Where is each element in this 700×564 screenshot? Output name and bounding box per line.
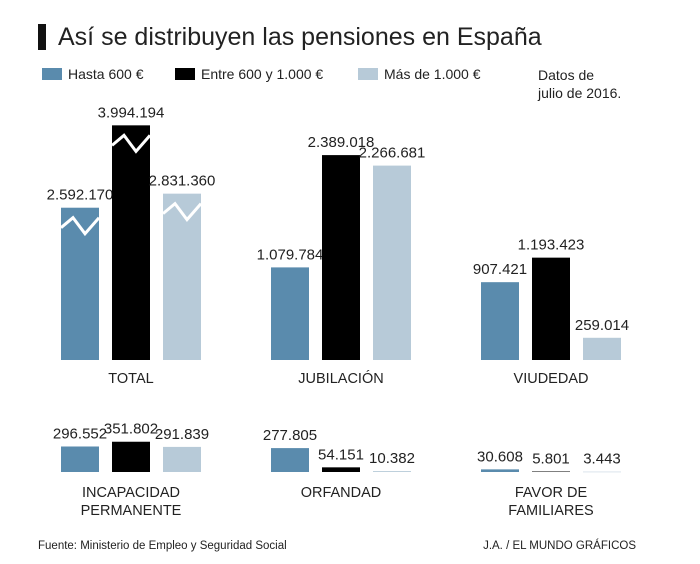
value-label: 296.552 [53,425,107,442]
bar [112,125,150,361]
chart-title: Así se distribuyen las pensiones en Espa… [58,23,542,51]
note: Datos de [538,67,594,83]
bar [112,441,150,472]
bar [373,471,411,472]
bar [373,165,411,360]
bar [322,155,360,360]
bar [163,446,201,472]
bar-break [162,201,203,223]
value-label: 2.831.360 [149,173,216,190]
value-label: 54.151 [318,446,364,463]
legend-label: Más de 1.000 € [384,66,481,82]
value-label: 2.592.170 [47,187,114,204]
value-label: 291.839 [155,426,209,443]
panel-label: FAMILIARES [508,503,593,519]
bar [163,193,201,360]
credit: J.A. / EL MUNDO GRÁFICOS [483,539,636,552]
value-label: 3.443 [583,451,621,468]
panel-label: JUBILACIÓN [298,370,383,387]
value-label: 1.193.423 [518,237,585,254]
panel-label: VIUDEDAD [514,371,589,387]
legend-swatch [358,68,378,80]
value-label: 277.805 [263,427,317,444]
panel-label: ORFANDAD [301,485,382,501]
bar [271,267,309,360]
source: Fuente: Ministerio de Empleo y Seguridad… [38,540,287,552]
bar [583,337,621,360]
value-label: 351.802 [104,421,158,438]
legend-swatch [42,68,62,80]
bar [61,207,99,360]
value-label: 5.801 [532,451,570,468]
panel-label: INCAPACIDAD [82,485,180,501]
bar [271,448,309,472]
bar-break [60,215,101,237]
value-label: 907.421 [473,261,527,278]
bar [532,257,570,360]
bar [481,282,519,360]
value-label: 30.608 [477,448,523,465]
panel-label: TOTAL [108,371,153,387]
value-label: 1.079.784 [257,246,324,263]
value-label: 2.389.018 [308,134,375,151]
bar [481,469,519,472]
legend-label: Hasta 600 € [68,66,144,82]
note: julio de 2016. [537,85,621,101]
bar [61,446,99,472]
value-label: 3.994.194 [98,104,165,121]
title-marker [38,24,46,50]
value-label: 259.014 [575,317,629,334]
legend-swatch [175,68,195,80]
value-label: 10.382 [369,450,415,467]
value-label: 2.266.681 [359,145,426,162]
legend-label: Entre 600 y 1.000 € [201,66,323,82]
bar-break [111,133,152,154]
panel-label: PERMANENTE [81,503,182,519]
bar [583,471,621,473]
panel-label: FAVOR DE [515,485,588,501]
bar [532,471,570,473]
bar [322,467,360,472]
